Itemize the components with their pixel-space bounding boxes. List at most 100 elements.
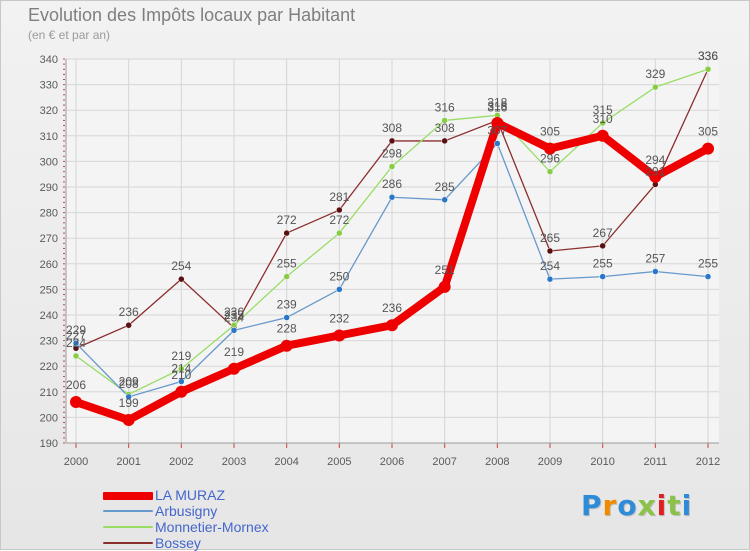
x-tick-label: 2004 [274, 456, 298, 468]
logo-letter: P [581, 489, 603, 522]
data-label-bossey: 235 [224, 308, 244, 322]
data-label-bossey: 308 [435, 121, 455, 135]
y-tick-label: 200 [40, 412, 58, 424]
data-label-monnetier-mornex: 298 [382, 147, 402, 161]
x-tick-label: 2010 [590, 456, 614, 468]
data-point-monnetier-mornex [652, 83, 659, 91]
data-label-la-muraz: 305 [540, 125, 560, 139]
data-label-la-muraz: 294 [645, 153, 665, 167]
data-point-monnetier-mornex [441, 117, 448, 124]
data-point-la-muraz [702, 142, 714, 155]
data-point-arbusigny [178, 378, 185, 385]
y-tick-label: 240 [40, 310, 58, 322]
data-point-arbusigny [230, 327, 238, 334]
data-label-arbusigny: 234 [224, 310, 244, 324]
data-point-bossey [441, 137, 448, 145]
data-point-la-muraz [649, 170, 662, 183]
logo-letter: i [681, 489, 693, 522]
y-tick-label: 260 [40, 259, 58, 271]
data-label-monnetier-mornex: 336 [698, 49, 718, 63]
legend-swatch-la-muraz [103, 492, 153, 500]
data-point-arbusigny [652, 268, 659, 275]
legend-label-arbusigny: Arbusigny [155, 503, 218, 519]
data-point-bossey [388, 137, 396, 145]
brand-logo: Proxiti [581, 489, 692, 522]
x-tick-label: 2005 [327, 456, 351, 468]
legend-label-monnetier-mornex: Monnetier-Mornex [155, 519, 269, 535]
data-point-la-muraz [333, 329, 346, 342]
data-label-monnetier-mornex: 236 [224, 305, 244, 319]
data-point-monnetier-mornex [178, 365, 185, 373]
y-tick-label: 320 [40, 105, 58, 117]
data-point-arbusigny [546, 275, 554, 283]
data-label-arbusigny: 208 [119, 377, 139, 391]
logo-letter: t [667, 489, 682, 522]
data-label-arbusigny: 229 [66, 323, 86, 337]
data-point-arbusigny [599, 273, 606, 280]
legend-label-bossey: Bossey [155, 535, 201, 551]
data-label-arbusigny: 285 [435, 180, 455, 194]
y-tick-label: 330 [40, 80, 58, 92]
data-label-monnetier-mornex: 224 [66, 336, 86, 350]
y-tick-label: 230 [40, 336, 58, 348]
data-label-bossey: 254 [171, 259, 191, 273]
data-label-bossey: 265 [540, 231, 560, 245]
y-tick-label: 220 [40, 361, 58, 373]
data-label-monnetier-mornex: 272 [329, 213, 349, 227]
legend-swatch-arbusigny [103, 510, 153, 512]
y-tick-label: 340 [40, 54, 58, 66]
y-tick-label: 290 [40, 182, 58, 194]
data-point-arbusigny [125, 393, 132, 401]
y-tick-label: 310 [40, 131, 58, 143]
data-label-bossey: 227 [66, 328, 86, 342]
data-point-bossey [283, 229, 290, 237]
legend-swatch-monnetier-mornex [103, 526, 153, 528]
data-label-la-muraz: 228 [277, 322, 297, 336]
data-point-monnetier-mornex [283, 273, 290, 280]
y-tick-label: 190 [40, 438, 58, 450]
data-label-monnetier-mornex: 209 [119, 374, 139, 388]
logo-letter: x [637, 489, 657, 522]
data-point-la-muraz [386, 319, 398, 332]
data-point-la-muraz [122, 413, 135, 426]
x-tick-label: 2003 [222, 456, 246, 468]
data-label-arbusigny: 307 [487, 123, 507, 137]
data-label-arbusigny: 239 [277, 298, 297, 312]
chart-subtitle: (en € et par an) [28, 28, 111, 42]
data-point-arbusigny [283, 314, 290, 321]
data-label-bossey: 272 [277, 213, 297, 227]
data-point-la-muraz [596, 129, 609, 142]
data-label-la-muraz: 210 [171, 368, 191, 382]
logo-letter: i [656, 489, 668, 522]
data-point-arbusigny [72, 339, 80, 347]
data-label-la-muraz: 236 [382, 301, 402, 315]
data-point-la-muraz [70, 396, 82, 409]
data-point-bossey [336, 206, 343, 214]
data-point-la-muraz [544, 142, 556, 155]
data-label-la-muraz: 199 [119, 396, 139, 410]
data-point-arbusigny [704, 273, 712, 280]
data-label-bossey: 267 [593, 226, 613, 240]
data-label-la-muraz: 315 [487, 99, 507, 113]
y-tick-label: 280 [40, 208, 58, 220]
data-label-arbusigny: 214 [171, 362, 191, 376]
data-label-bossey: 236 [119, 305, 139, 319]
y-tick-label: 270 [40, 233, 58, 245]
y-tick-label: 210 [40, 387, 58, 399]
data-label-arbusigny: 254 [540, 259, 560, 273]
legend-swatch-bossey [103, 542, 153, 544]
data-label-arbusigny: 286 [382, 177, 402, 191]
data-point-monnetier-mornex [336, 229, 343, 237]
data-point-bossey [178, 275, 185, 283]
data-label-bossey: 308 [382, 121, 402, 135]
data-point-arbusigny [336, 286, 343, 293]
data-point-bossey [546, 247, 554, 255]
x-tick-label: 2012 [696, 456, 720, 468]
data-point-monnetier-mornex [72, 352, 80, 360]
x-tick-label: 2002 [169, 456, 193, 468]
logo-letter: r [602, 489, 618, 522]
data-point-arbusigny [388, 193, 396, 201]
data-label-arbusigny: 255 [593, 257, 613, 271]
